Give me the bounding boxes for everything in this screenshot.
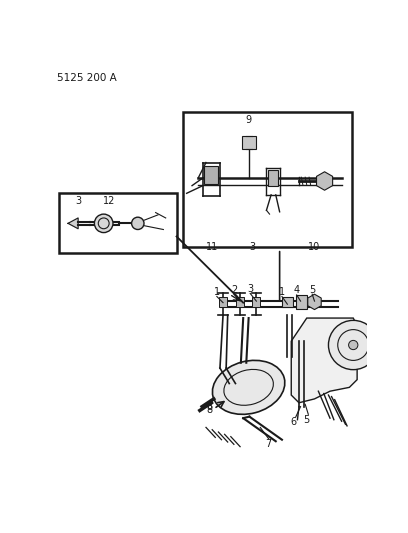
Text: 5125 200 A: 5125 200 A	[57, 73, 117, 83]
Text: 4: 4	[294, 285, 300, 295]
Polygon shape	[291, 318, 357, 403]
Circle shape	[348, 341, 358, 350]
Text: 8: 8	[207, 405, 213, 415]
Bar	[242, 135, 256, 149]
Text: 1: 1	[214, 287, 220, 297]
Text: 5: 5	[304, 415, 310, 425]
Text: 6: 6	[290, 417, 297, 427]
Bar	[296, 295, 307, 309]
Bar	[183, 112, 352, 247]
Text: 8: 8	[207, 401, 213, 411]
Text: 2: 2	[231, 285, 237, 295]
Text: 9: 9	[246, 115, 252, 125]
Text: 1: 1	[279, 287, 285, 297]
Circle shape	[94, 214, 113, 232]
Text: 3: 3	[247, 284, 253, 294]
Text: 12: 12	[103, 196, 115, 206]
Bar	[236, 296, 244, 308]
Polygon shape	[68, 218, 78, 229]
Text: 3: 3	[75, 196, 81, 206]
Bar	[282, 296, 293, 308]
Bar	[219, 296, 227, 308]
Text: 10: 10	[308, 242, 321, 252]
Ellipse shape	[213, 360, 285, 414]
Text: 7: 7	[265, 439, 271, 449]
Bar	[268, 170, 278, 185]
Text: 11: 11	[206, 242, 218, 252]
Circle shape	[328, 320, 378, 370]
Text: 3: 3	[249, 242, 255, 252]
Circle shape	[132, 217, 144, 230]
Bar	[204, 166, 218, 184]
Bar	[59, 193, 177, 253]
Text: 5: 5	[309, 285, 315, 295]
Bar	[253, 296, 260, 308]
